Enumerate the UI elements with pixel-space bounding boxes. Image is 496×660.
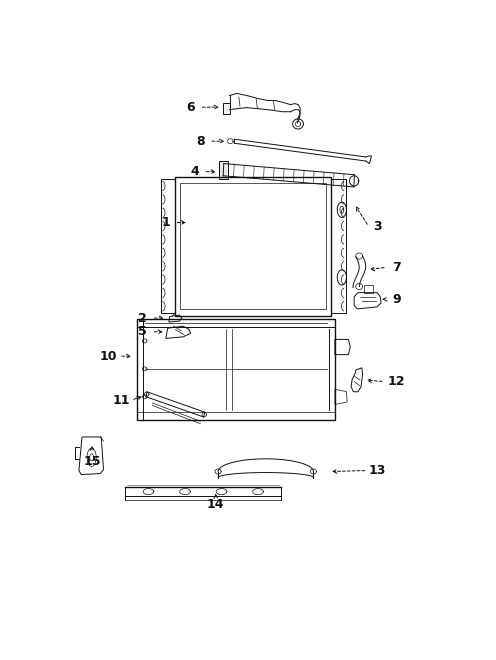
Text: 2: 2 [138, 312, 147, 325]
Text: 7: 7 [392, 261, 401, 274]
Text: 1: 1 [161, 216, 170, 229]
Text: 6: 6 [186, 101, 195, 114]
Text: 4: 4 [190, 165, 199, 178]
Text: 15: 15 [83, 455, 101, 468]
Text: 13: 13 [369, 464, 386, 477]
FancyBboxPatch shape [223, 102, 230, 114]
FancyBboxPatch shape [219, 160, 229, 179]
Text: 10: 10 [99, 350, 117, 362]
Text: 3: 3 [373, 220, 381, 233]
Text: 12: 12 [388, 375, 405, 388]
Text: 9: 9 [392, 293, 401, 306]
Text: 14: 14 [207, 498, 225, 511]
Text: 5: 5 [138, 325, 147, 339]
Text: 11: 11 [113, 394, 130, 407]
Text: 8: 8 [196, 135, 205, 148]
